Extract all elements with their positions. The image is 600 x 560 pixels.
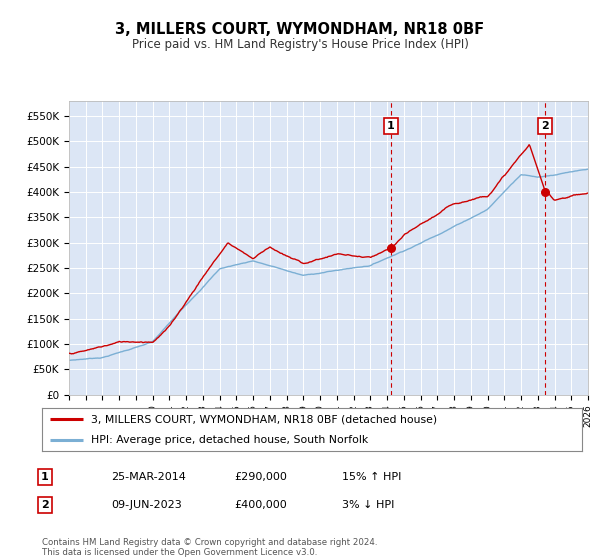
Text: 3, MILLERS COURT, WYMONDHAM, NR18 0BF: 3, MILLERS COURT, WYMONDHAM, NR18 0BF: [115, 22, 485, 38]
Text: £400,000: £400,000: [234, 500, 287, 510]
Text: Price paid vs. HM Land Registry's House Price Index (HPI): Price paid vs. HM Land Registry's House …: [131, 38, 469, 51]
Text: 1: 1: [387, 121, 395, 131]
Text: 2: 2: [41, 500, 49, 510]
Text: Contains HM Land Registry data © Crown copyright and database right 2024.
This d: Contains HM Land Registry data © Crown c…: [42, 538, 377, 557]
Text: 2: 2: [541, 121, 549, 131]
Text: £290,000: £290,000: [234, 472, 287, 482]
Text: 15% ↑ HPI: 15% ↑ HPI: [342, 472, 401, 482]
Point: [541, 188, 550, 197]
Text: 3% ↓ HPI: 3% ↓ HPI: [342, 500, 394, 510]
Text: 25-MAR-2014: 25-MAR-2014: [111, 472, 186, 482]
Text: 1: 1: [41, 472, 49, 482]
Text: HPI: Average price, detached house, South Norfolk: HPI: Average price, detached house, Sout…: [91, 435, 368, 445]
Text: 09-JUN-2023: 09-JUN-2023: [111, 500, 182, 510]
Text: 3, MILLERS COURT, WYMONDHAM, NR18 0BF (detached house): 3, MILLERS COURT, WYMONDHAM, NR18 0BF (d…: [91, 414, 437, 424]
Point: [386, 244, 396, 253]
